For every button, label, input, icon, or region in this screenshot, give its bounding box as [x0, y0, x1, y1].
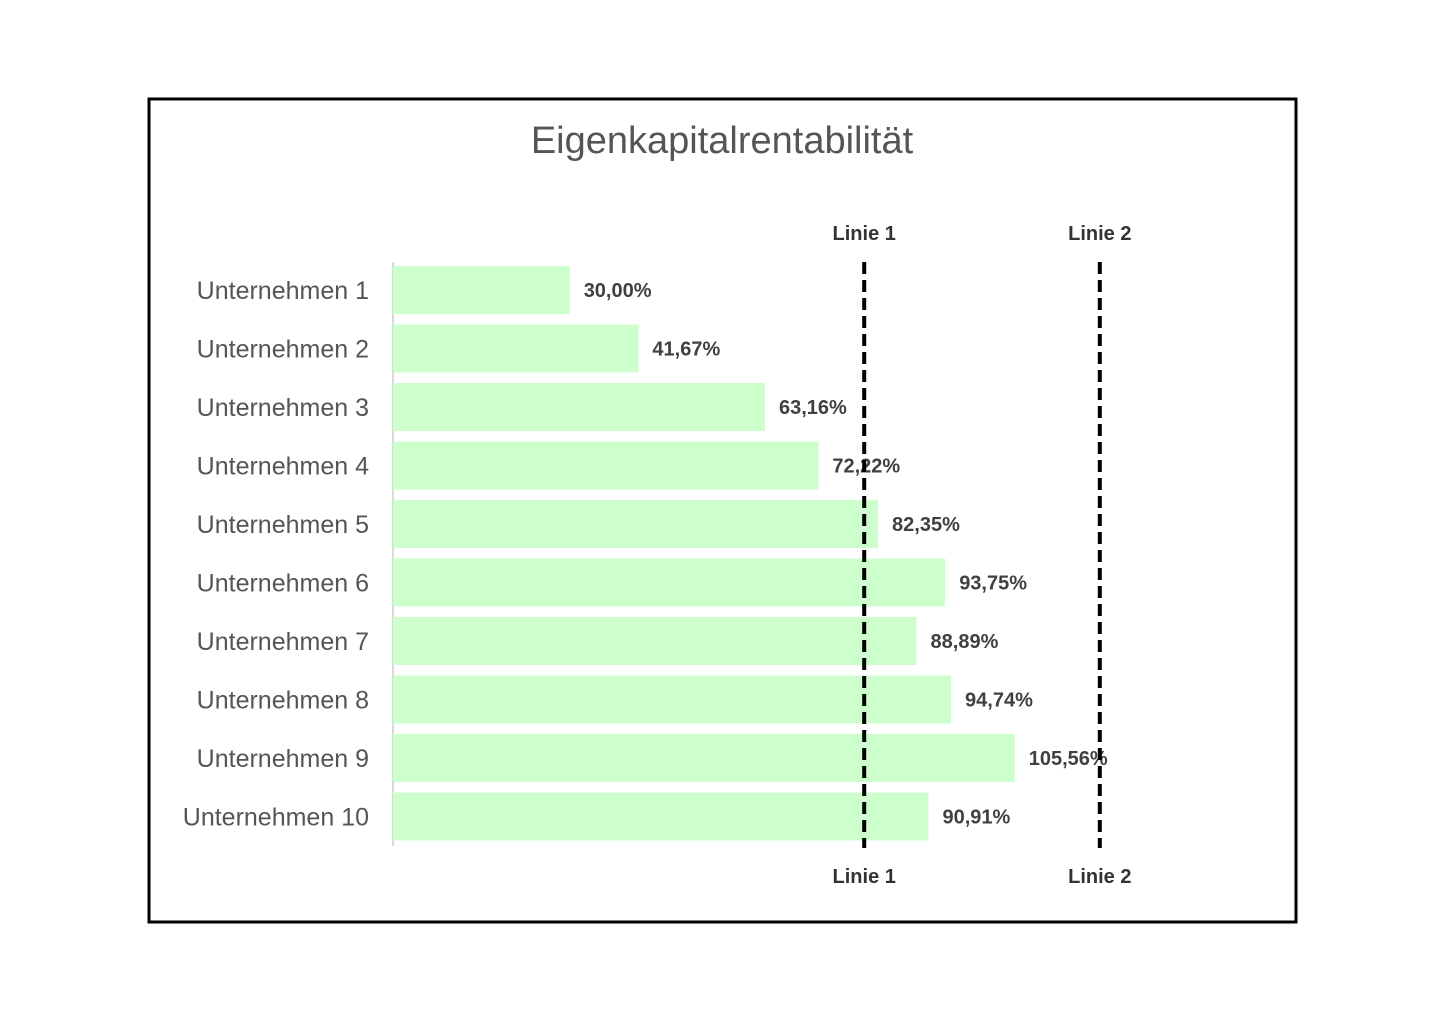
bar — [393, 324, 639, 373]
reference-line-label-bottom: Linie 2 — [1068, 866, 1131, 888]
category-label: Unternehmen 6 — [197, 570, 369, 598]
data-label: 82,35% — [892, 514, 960, 536]
bar — [393, 441, 819, 490]
bar — [393, 675, 952, 724]
bar — [393, 792, 929, 841]
chart-title: Eigenkapitalrentabilität — [531, 120, 914, 162]
category-label: Unternehmen 4 — [197, 453, 369, 481]
reference-line-label-top: Linie 2 — [1068, 223, 1131, 245]
reference-lines-layer: Linie 1 Linie 1 Linie 2 Linie 2 — [833, 223, 1132, 888]
bar — [393, 558, 946, 607]
category-label: Unternehmen 5 — [197, 511, 369, 539]
bar — [393, 383, 766, 431]
category-label: Unternehmen 2 — [197, 336, 369, 364]
reference-line-label-top: Linie 1 — [833, 223, 896, 245]
data-label: 88,89% — [931, 631, 999, 653]
bars-layer: Unternehmen 1 30,00% Unternehmen 2 41,67% Un… — [183, 266, 1108, 841]
data-label: 72,22% — [832, 456, 900, 478]
category-label: Unternehmen 1 — [197, 277, 369, 305]
data-label: 94,74% — [965, 690, 1033, 712]
category-label: Unternehmen 7 — [197, 628, 369, 656]
category-label: Unternehmen 8 — [197, 687, 369, 715]
data-label: 90,91% — [942, 807, 1010, 829]
data-label: 41,67% — [652, 339, 720, 361]
data-label: 93,75% — [959, 573, 1027, 595]
bar — [393, 266, 570, 314]
bar — [393, 617, 917, 665]
bar — [393, 500, 879, 548]
bar — [393, 734, 1015, 782]
category-label: Unternehmen 9 — [197, 745, 369, 773]
data-label: 30,00% — [584, 280, 652, 302]
data-label: 105,56% — [1029, 748, 1108, 770]
data-label: 63,16% — [779, 397, 847, 419]
reference-line-label-bottom: Linie 1 — [833, 866, 896, 888]
category-label: Unternehmen 10 — [183, 804, 369, 832]
category-label: Unternehmen 3 — [197, 394, 369, 422]
